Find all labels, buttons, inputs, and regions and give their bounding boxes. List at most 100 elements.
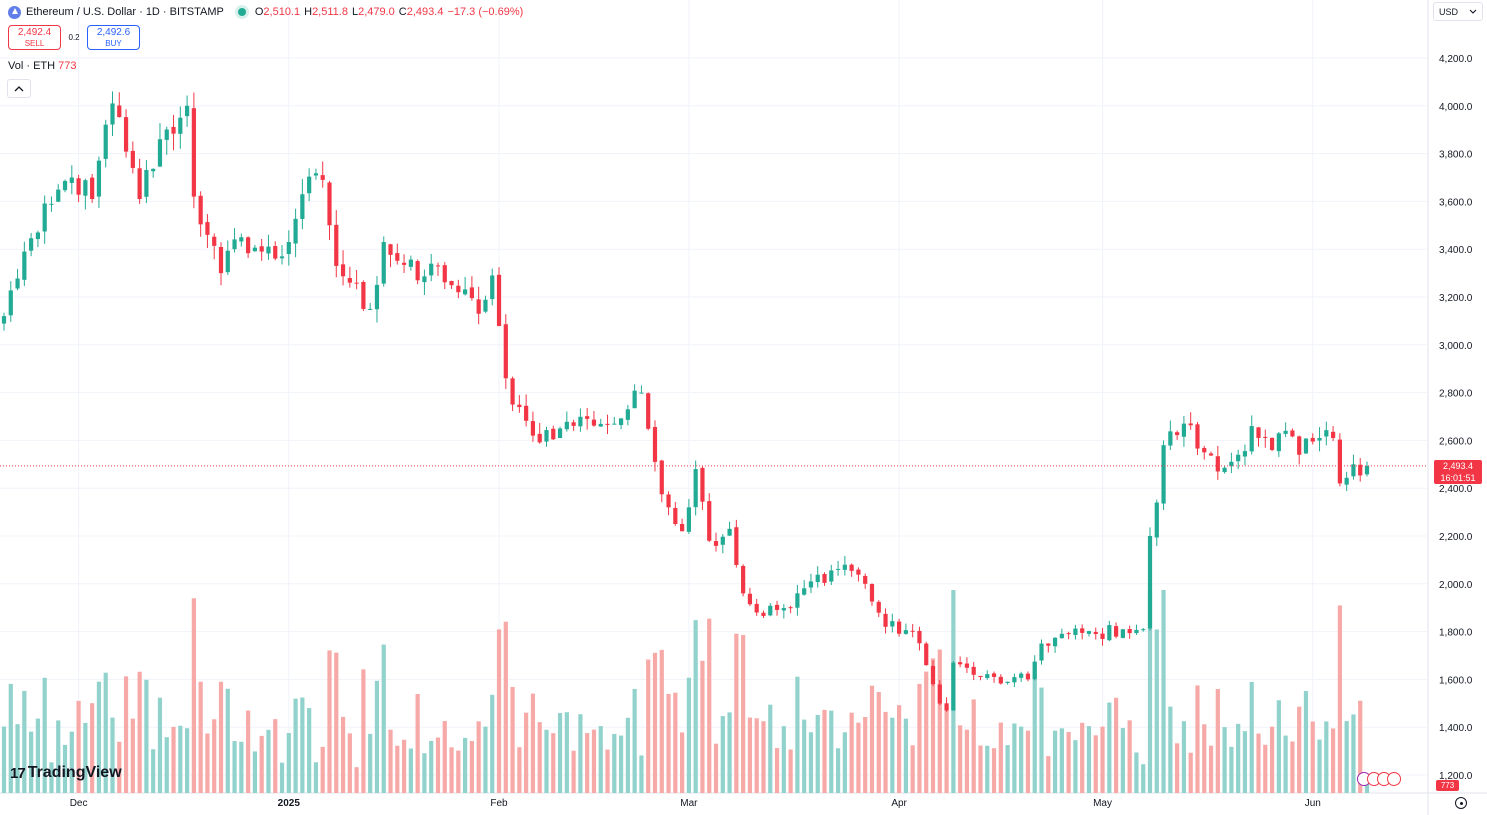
volume-bar: [856, 722, 861, 793]
volume-bar: [978, 745, 983, 793]
volume-bar: [720, 716, 725, 793]
volume-bar: [381, 644, 386, 793]
market-open-status-icon: [237, 8, 246, 16]
volume-bar: [1290, 741, 1295, 793]
candle-body: [680, 524, 685, 532]
price-tick-label: 2,400.0: [1439, 484, 1473, 495]
candle-body: [727, 528, 732, 536]
volume-bar: [1351, 714, 1356, 793]
gear-icon[interactable]: [1455, 797, 1467, 809]
volume-bar: [320, 746, 325, 793]
volume-bar: [1100, 726, 1105, 793]
candle-body: [1019, 673, 1024, 678]
candle-body: [741, 565, 746, 594]
volume-bar: [300, 697, 305, 793]
candle-body: [96, 160, 102, 197]
volume-bar: [144, 679, 149, 793]
candle-body: [286, 242, 291, 254]
candle-body: [1351, 464, 1356, 477]
collapse-legend-button[interactable]: [7, 79, 31, 98]
candle-body: [1, 316, 7, 324]
candle-body: [191, 108, 196, 197]
time-axis[interactable]: Dec 2025 Feb Mar Apr May Jun: [70, 798, 1321, 809]
volume-bar: [22, 690, 27, 793]
currency-select[interactable]: USD: [1433, 2, 1483, 21]
volume-bar: [700, 660, 705, 793]
candle-body: [964, 663, 970, 668]
volume-bar: [876, 692, 881, 793]
volume-bar: [625, 717, 630, 793]
volume-bar: [1195, 685, 1200, 793]
candle-body: [510, 378, 515, 405]
price-axis[interactable]: 4,200.0 4,000.0 3,800.0 3,600.0 3,400.0 3,200…: [1439, 54, 1473, 782]
volume-bar: [998, 722, 1003, 793]
tradingview-logo[interactable]: 17 TradingView: [10, 764, 122, 782]
volume-bar: [476, 721, 481, 793]
candle-body: [1134, 629, 1139, 634]
candle-body: [673, 507, 678, 524]
candle-body: [273, 246, 278, 259]
candle-body: [524, 405, 529, 421]
volume-bar: [910, 745, 915, 793]
candle-body: [252, 247, 258, 252]
candle-body: [1141, 629, 1146, 631]
time-tick-label: 2025: [278, 798, 301, 809]
volume-bar: [1222, 727, 1227, 793]
volume-bar: [1317, 739, 1322, 793]
volume-bar: [1039, 687, 1044, 793]
candle-body: [171, 126, 176, 134]
price-tick-label: 3,000.0: [1439, 341, 1473, 352]
volume-legend[interactable]: Vol · ETH 773: [8, 60, 76, 72]
price-tick-label: 4,200.0: [1439, 54, 1473, 65]
volume-bar: [741, 634, 746, 793]
volume-bar: [69, 731, 74, 793]
volume-bar: [56, 720, 61, 793]
close-label: C: [398, 6, 407, 18]
candle-body: [761, 612, 766, 616]
candle-body: [605, 423, 610, 425]
candle-body: [90, 177, 95, 200]
symbol-title[interactable]: Ethereum / U.S. Dollar · 1D · BITSTAMP: [26, 6, 224, 18]
volume-bar: [1012, 723, 1017, 793]
candle-body: [42, 203, 47, 232]
candle-body: [496, 274, 502, 326]
volume-bar: [96, 681, 102, 793]
candle-body: [971, 666, 976, 675]
volume-bar: [829, 710, 834, 793]
volume-bar: [1127, 720, 1132, 793]
candle-body: [69, 177, 74, 183]
candle-body: [1202, 447, 1207, 453]
economic-event-icon[interactable]: [1387, 772, 1401, 786]
buy-button[interactable]: 2,492.6 BUY: [87, 25, 140, 50]
volume-bar: [1073, 740, 1078, 793]
volume-bar: [164, 737, 169, 793]
candle-body: [1337, 439, 1342, 484]
candle-body: [144, 170, 149, 197]
volume-bar: [557, 713, 563, 793]
candle-body: [130, 150, 135, 168]
volume-bar: [327, 650, 332, 793]
candle-body: [368, 308, 373, 310]
sell-button[interactable]: 2,492.4 SELL: [8, 25, 61, 50]
candle-body: [279, 256, 285, 259]
candle-body: [720, 536, 725, 545]
volume-bar: [1236, 723, 1241, 793]
volume-bar: [537, 722, 542, 793]
candle-body: [802, 588, 807, 595]
candle-body: [530, 421, 536, 436]
candle-body: [747, 593, 753, 605]
volume-bar: [252, 751, 258, 793]
volume-bar: [368, 733, 373, 793]
volume-bar: [897, 705, 902, 793]
candle-body: [883, 613, 888, 627]
volume-bar: [1358, 700, 1363, 793]
volume-bar: [1202, 724, 1207, 793]
candle-body: [991, 673, 997, 677]
volume-bar: [591, 729, 597, 793]
volume-bar: [184, 728, 190, 793]
volume-bar: [795, 676, 800, 793]
chevron-down-icon: [1469, 9, 1477, 14]
spread-value: 0.2: [68, 33, 80, 42]
candle-body: [1208, 453, 1214, 456]
